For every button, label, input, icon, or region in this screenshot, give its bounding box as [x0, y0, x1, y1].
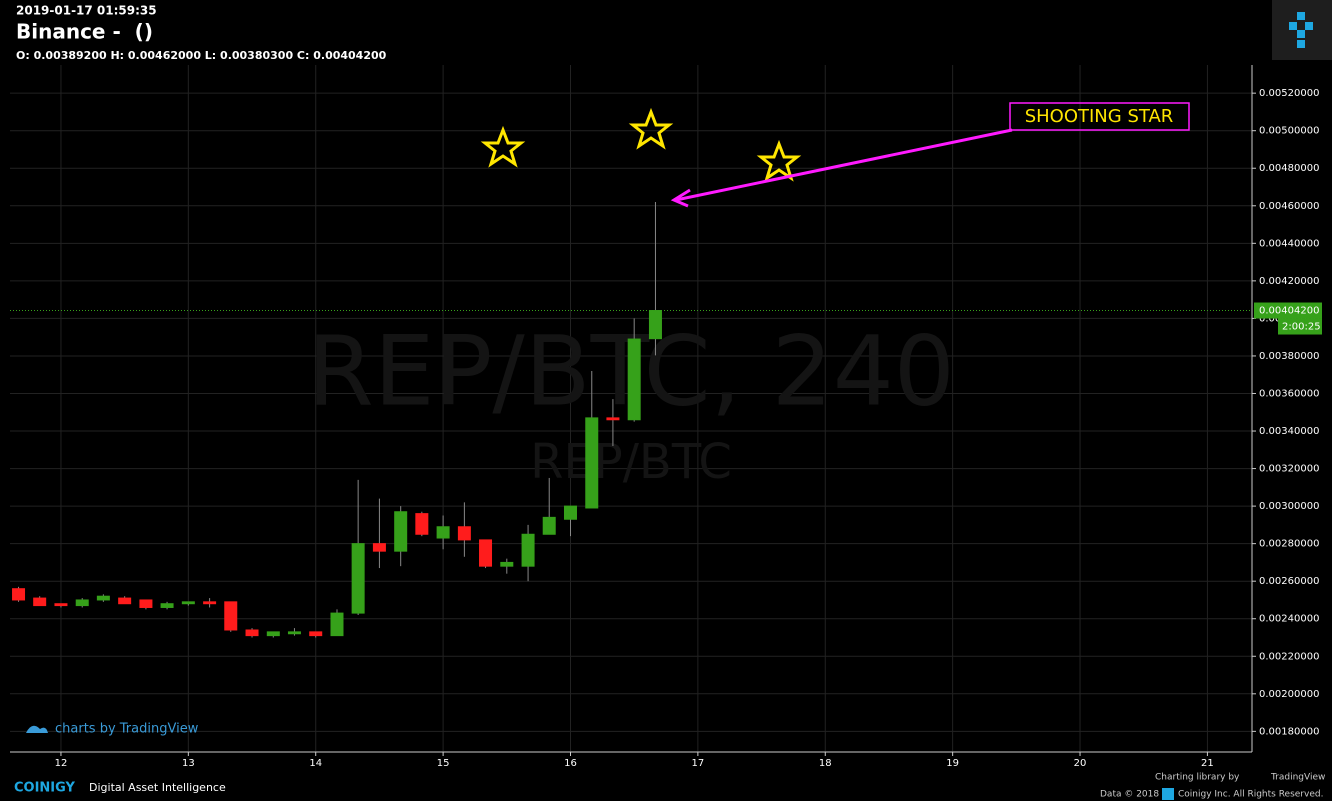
y-tick-label: 0.00360000 — [1259, 388, 1319, 399]
x-tick-label: 12 — [55, 758, 68, 769]
x-tick-label: 14 — [309, 758, 322, 769]
tradingview-badge: charts by TradingView — [26, 722, 199, 737]
candle-body — [12, 588, 26, 601]
candle-body — [372, 543, 386, 552]
candle-body — [542, 516, 556, 535]
watermark-sub: REP/BTC — [530, 434, 732, 490]
candle-body — [606, 417, 620, 421]
candle-body — [521, 533, 535, 567]
candle-body — [33, 597, 47, 607]
y-tick-label: 0.00440000 — [1259, 238, 1319, 249]
candle-body — [394, 511, 408, 552]
y-tick-label: 0.00460000 — [1259, 201, 1319, 212]
x-tick-label: 16 — [564, 758, 577, 769]
ohlc-line: O: 0.00389200 H: 0.00462000 L: 0.0038030… — [16, 49, 387, 62]
badge-icon — [26, 725, 48, 733]
x-tick-label: 13 — [182, 758, 195, 769]
candle-body — [266, 631, 280, 637]
candle-body — [245, 629, 259, 637]
candle-body — [181, 601, 195, 605]
footer-data: Data © 2018 — [1100, 790, 1159, 800]
y-tick-label: 0.00220000 — [1259, 651, 1319, 662]
candle-body — [500, 561, 514, 567]
footer-library-name: TradingView — [1270, 773, 1325, 783]
candle-body — [415, 513, 429, 535]
countdown-box — [1278, 318, 1322, 335]
y-tick-label: 0.00520000 — [1259, 88, 1319, 99]
candle-body — [287, 631, 301, 635]
candle-body — [351, 543, 365, 614]
candle-body — [585, 417, 599, 509]
candle-body — [160, 603, 174, 608]
y-tick-label: 0.00300000 — [1259, 501, 1319, 512]
candle-body — [330, 612, 344, 637]
x-tick-label: 21 — [1201, 758, 1214, 769]
y-tick-label: 0.00180000 — [1259, 726, 1319, 737]
candle-body — [54, 603, 68, 607]
countdown: 2:00:25 — [1282, 322, 1321, 333]
footer-brand: COINIGY — [14, 781, 76, 796]
last-price-box — [1254, 302, 1322, 319]
last-price-label: 0.00404200 — [1259, 306, 1319, 317]
candle-body — [203, 601, 217, 605]
footer-icon — [1162, 788, 1174, 800]
logo — [1289, 12, 1313, 48]
x-tick-label: 18 — [819, 758, 832, 769]
candle-body — [648, 310, 662, 340]
chart-title: Binance - () — [16, 20, 153, 44]
y-tick-label: 0.00420000 — [1259, 276, 1319, 287]
footer-tagline: Digital Asset Intelligence — [89, 781, 226, 794]
annotation: SHOOTING STAR — [1025, 106, 1174, 127]
annotation-box — [1009, 102, 1190, 131]
footer-library: Charting library by — [1155, 773, 1240, 783]
y-tick-label: 0.00320000 — [1259, 464, 1319, 475]
x-tick-label: 20 — [1074, 758, 1087, 769]
footer-rights: Coinigy Inc. All Rights Reserved. — [1178, 790, 1323, 800]
candle-body — [75, 599, 89, 607]
candle-body — [563, 505, 577, 520]
candle-body — [479, 539, 493, 567]
candle-body — [118, 597, 132, 605]
arrow — [675, 128, 1013, 202]
stars — [480, 107, 802, 182]
star — [480, 125, 526, 168]
y-tick-label: 0.00240000 — [1259, 614, 1319, 625]
candle-body — [139, 599, 153, 608]
star — [756, 139, 802, 182]
y-tick-label: 0.00380000 — [1259, 351, 1319, 362]
candle-body — [627, 338, 641, 421]
candle-body — [436, 526, 450, 539]
candle-body — [457, 526, 471, 541]
x-tick-label: 17 — [692, 758, 705, 769]
x-tick-label: 19 — [946, 758, 959, 769]
y-tick-label: 0.00480000 — [1259, 163, 1319, 174]
y-tick-label: 0.00500000 — [1259, 126, 1319, 137]
y-tick-label: 0.00260000 — [1259, 576, 1319, 587]
x-tick-label: 15 — [437, 758, 450, 769]
arrow-head — [670, 188, 691, 208]
timestamp: 2019-01-17 01:59:35 — [16, 4, 157, 18]
candle-body — [309, 631, 323, 637]
branding: charts by TradingView — [55, 722, 199, 737]
y-tick-label: 0.00340000 — [1259, 426, 1319, 437]
y-tick-label: 0.00200000 — [1259, 689, 1319, 700]
y-tick-label: 0.00280000 — [1259, 539, 1319, 550]
candle-body — [96, 595, 110, 601]
plot — [12, 202, 662, 638]
candle-body — [224, 601, 238, 631]
star — [628, 107, 674, 150]
